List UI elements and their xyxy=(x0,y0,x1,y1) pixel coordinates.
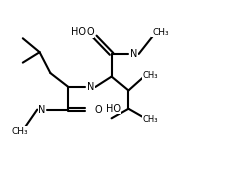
Text: O: O xyxy=(86,27,94,37)
Text: N: N xyxy=(87,82,94,92)
Text: N: N xyxy=(38,105,46,115)
Text: CH₃: CH₃ xyxy=(143,115,158,124)
Text: HO: HO xyxy=(72,27,86,37)
Text: CH₃: CH₃ xyxy=(11,127,28,136)
Text: O: O xyxy=(95,105,102,115)
Text: CH₃: CH₃ xyxy=(152,28,169,37)
Text: HO: HO xyxy=(106,104,120,114)
Text: CH₃: CH₃ xyxy=(143,71,158,80)
Text: N: N xyxy=(130,49,137,59)
